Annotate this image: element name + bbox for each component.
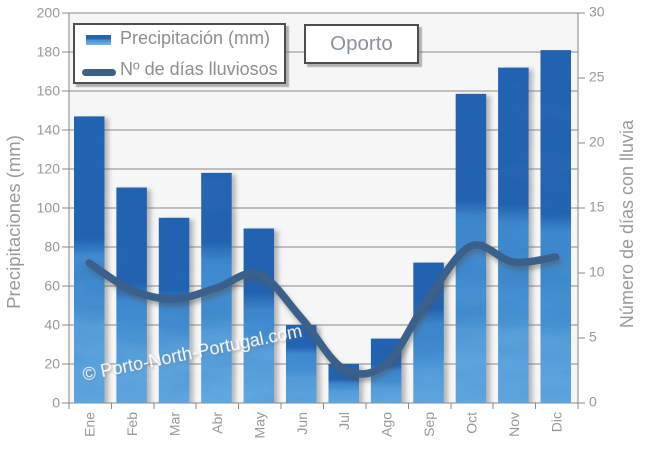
- svg-text:140: 140: [37, 122, 61, 138]
- svg-text:0: 0: [52, 395, 60, 411]
- svg-text:Abr: Abr: [209, 412, 225, 434]
- svg-text:20: 20: [44, 356, 60, 372]
- svg-text:10: 10: [589, 264, 605, 280]
- svg-text:100: 100: [37, 200, 61, 216]
- svg-text:120: 120: [37, 161, 61, 177]
- svg-text:5: 5: [589, 329, 597, 345]
- svg-text:160: 160: [37, 83, 61, 99]
- svg-text:Oct: Oct: [464, 412, 480, 434]
- svg-text:60: 60: [44, 278, 60, 294]
- svg-text:Feb: Feb: [124, 412, 140, 436]
- svg-text:Ene: Ene: [82, 412, 98, 437]
- svg-text:15: 15: [589, 199, 605, 215]
- svg-text:80: 80: [44, 239, 60, 255]
- svg-text:Jun: Jun: [294, 412, 310, 435]
- svg-text:Mar: Mar: [167, 412, 183, 436]
- svg-text:Nov: Nov: [506, 412, 522, 437]
- svg-text:Número de días con lluvia: Número de días con lluvia: [617, 119, 637, 328]
- svg-text:180: 180: [37, 44, 61, 60]
- svg-text:Precipitaciones (mm): Precipitaciones (mm): [3, 135, 24, 309]
- svg-text:Ago: Ago: [379, 412, 395, 437]
- svg-text:30: 30: [589, 4, 605, 20]
- svg-text:May: May: [251, 412, 267, 438]
- svg-text:Dic: Dic: [548, 412, 564, 432]
- svg-text:Sep: Sep: [421, 412, 437, 437]
- svg-text:0: 0: [589, 394, 597, 410]
- svg-text:200: 200: [37, 5, 61, 21]
- svg-text:20: 20: [589, 134, 605, 150]
- svg-text:Jul: Jul: [336, 412, 352, 430]
- svg-text:40: 40: [44, 317, 60, 333]
- svg-text:25: 25: [589, 69, 605, 85]
